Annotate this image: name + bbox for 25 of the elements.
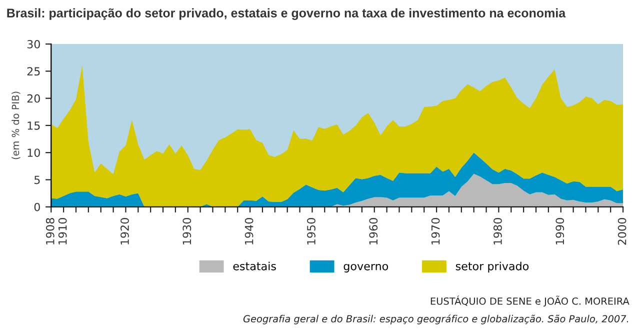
x-tick-label: 1910	[58, 218, 67, 244]
y-axis-title: (em % do PIB)	[12, 92, 20, 160]
y-tick-label: 30	[27, 40, 40, 48]
text: EUSTÁQUIO DE SENE e JOÃO C. MOREIRA	[430, 296, 630, 307]
y-tick-label: 25	[27, 67, 40, 76]
legend-label: setor privado	[456, 262, 529, 272]
x-tick-label: 1930	[182, 218, 192, 244]
y-tick-label: 10	[28, 148, 40, 157]
x-tick-label: 1990	[556, 218, 564, 244]
x-tick-label: 1908	[46, 218, 54, 244]
y-tick-label: 15	[28, 122, 40, 130]
y-tick-label: 5	[34, 176, 40, 184]
legend-label: estatais	[233, 262, 276, 270]
y-tick-label: 0	[34, 202, 40, 212]
x-tick-label: 1950	[307, 218, 316, 244]
text: Geografia geral e do Brasil: espaço geográfico e globalização. São Paulo, 2007.	[243, 314, 628, 324]
x-tick-label: 1920	[120, 218, 129, 244]
x-tick-label: 1940	[244, 218, 254, 244]
x-tick-label: 1970	[431, 218, 440, 244]
x-tick-label: 2000	[618, 218, 626, 245]
x-tick-label: 1960	[369, 218, 378, 244]
chart-title: Brasil: participação do setor privado, estatais e governo na taxa de investimento na economia	[7, 8, 566, 20]
y-tick-label: 20	[27, 94, 40, 103]
x-tick-label: 1980	[494, 218, 502, 244]
legend-label: governo	[344, 264, 388, 272]
